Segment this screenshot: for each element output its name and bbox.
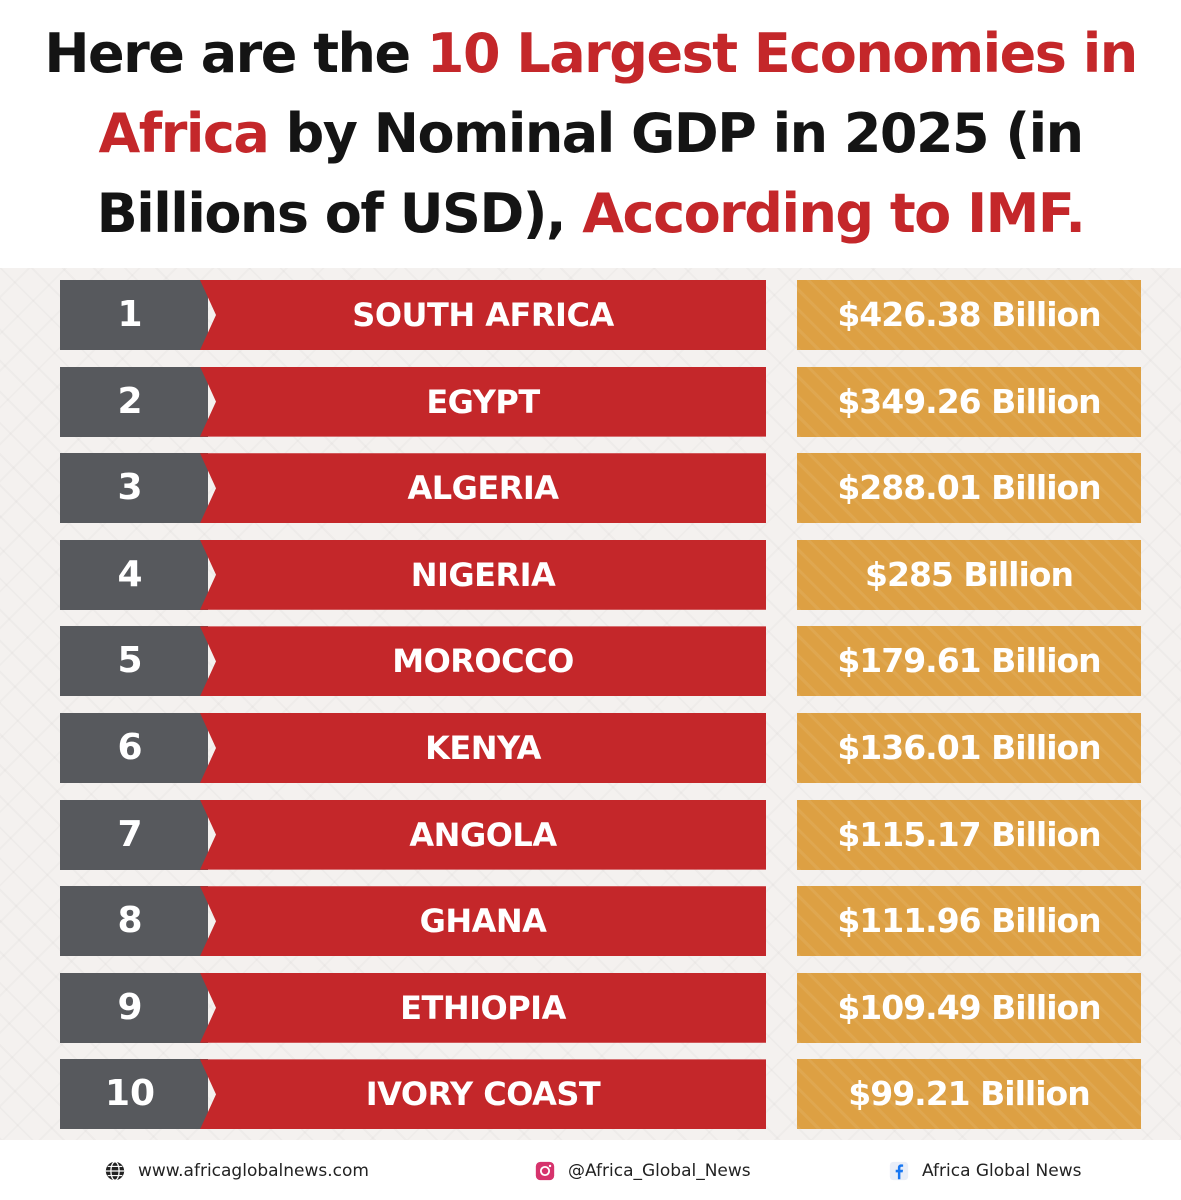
country-banner	[200, 539, 766, 610]
rank-number: 7	[60, 799, 208, 870]
rank-number: 8	[60, 886, 208, 957]
country-banner	[200, 1059, 766, 1130]
gdp-value: $288.01 Billion	[797, 453, 1141, 524]
gdp-value: $111.96 Billion	[797, 886, 1141, 957]
country-banner	[200, 972, 766, 1043]
country-name: ETHIOPIA	[400, 988, 566, 1027]
headline: Here are the 10 Largest Economies in Afr…	[0, 14, 1181, 254]
instagram-icon	[535, 1161, 555, 1181]
gdp-value: $109.49 Billion	[797, 972, 1141, 1043]
rank-number: 2	[60, 366, 208, 437]
ranking-row: 1 SOUTH AFRICA $426.38 Billion	[0, 280, 1181, 350]
ranking-row: 9 ETHIOPIA $109.49 Billion	[0, 972, 1181, 1043]
country-banner	[200, 453, 766, 524]
country-name: MOROCCO	[392, 642, 574, 681]
rank-number: 6	[60, 713, 208, 783]
instagram-handle: @Africa_Global_News	[568, 1161, 751, 1181]
ranking-row: 6 KENYA $136.01 Billion	[0, 713, 1181, 783]
rank-number: 5	[60, 626, 208, 697]
country-name: ANGOLA	[409, 815, 557, 854]
country-banner	[200, 799, 766, 870]
headline-part-1: Here are the	[44, 22, 427, 85]
country-banner	[200, 366, 766, 437]
country-banner	[200, 626, 766, 697]
country-banner	[200, 280, 766, 350]
headline-highlight-1: 10 Largest Economies in Africa	[98, 22, 1138, 165]
gdp-value: $349.26 Billion	[797, 366, 1141, 437]
ranking-row: 2 EGYPT $349.26 Billion	[0, 366, 1181, 437]
rank-number: 3	[60, 453, 208, 524]
country-name: IVORY COAST	[365, 1075, 601, 1114]
gdp-value: $179.61 Billion	[797, 626, 1141, 697]
footer-instagram[interactable]: @Africa_Global_News	[534, 1158, 751, 1184]
rank-number: 4	[60, 539, 208, 610]
country-banner	[200, 886, 766, 957]
footer-facebook[interactable]: Africa Global News	[888, 1158, 1081, 1184]
footer: www.africaglobalnews.com @Africa_Global_…	[0, 1146, 1181, 1196]
ranking-row: 7 ANGOLA $115.17 Billion	[0, 799, 1181, 870]
rank-number: 9	[60, 972, 208, 1043]
country-name: ALGERIA	[407, 469, 559, 508]
ranking-row: 10 IVORY COAST $99.21 Billion	[0, 1059, 1181, 1130]
country-name: NIGERIA	[410, 555, 556, 594]
globe-icon	[105, 1161, 125, 1181]
rank-number: 1	[60, 280, 208, 350]
facebook-page-name: Africa Global News	[922, 1161, 1082, 1181]
headline-highlight-2: According to IMF.	[582, 182, 1086, 245]
gdp-value: $99.21 Billion	[797, 1059, 1141, 1130]
facebook-icon	[889, 1161, 909, 1181]
headline-part-3: by Nominal GDP in 2025 (in Billions of U…	[96, 102, 1084, 245]
ranking-row: 3 ALGERIA $288.01 Billion	[0, 453, 1181, 524]
ranking-row: 8 GHANA $111.96 Billion	[0, 886, 1181, 957]
rank-number: 10	[60, 1059, 208, 1130]
country-name: KENYA	[425, 729, 541, 767]
gdp-value: $115.17 Billion	[797, 799, 1141, 870]
country-name: SOUTH AFRICA	[352, 296, 614, 334]
gdp-value: $285 Billion	[797, 539, 1141, 610]
footer-website[interactable]: www.africaglobalnews.com	[104, 1158, 369, 1184]
gdp-value: $426.38 Billion	[797, 280, 1141, 350]
ranking-row: 5 MOROCCO $179.61 Billion	[0, 626, 1181, 697]
gdp-value: $136.01 Billion	[797, 713, 1141, 783]
ranking-row: 4 NIGERIA $285 Billion	[0, 539, 1181, 610]
website-text: www.africaglobalnews.com	[138, 1161, 369, 1181]
country-name: EGYPT	[426, 382, 540, 421]
country-name: GHANA	[419, 902, 547, 941]
country-banner	[200, 713, 766, 783]
